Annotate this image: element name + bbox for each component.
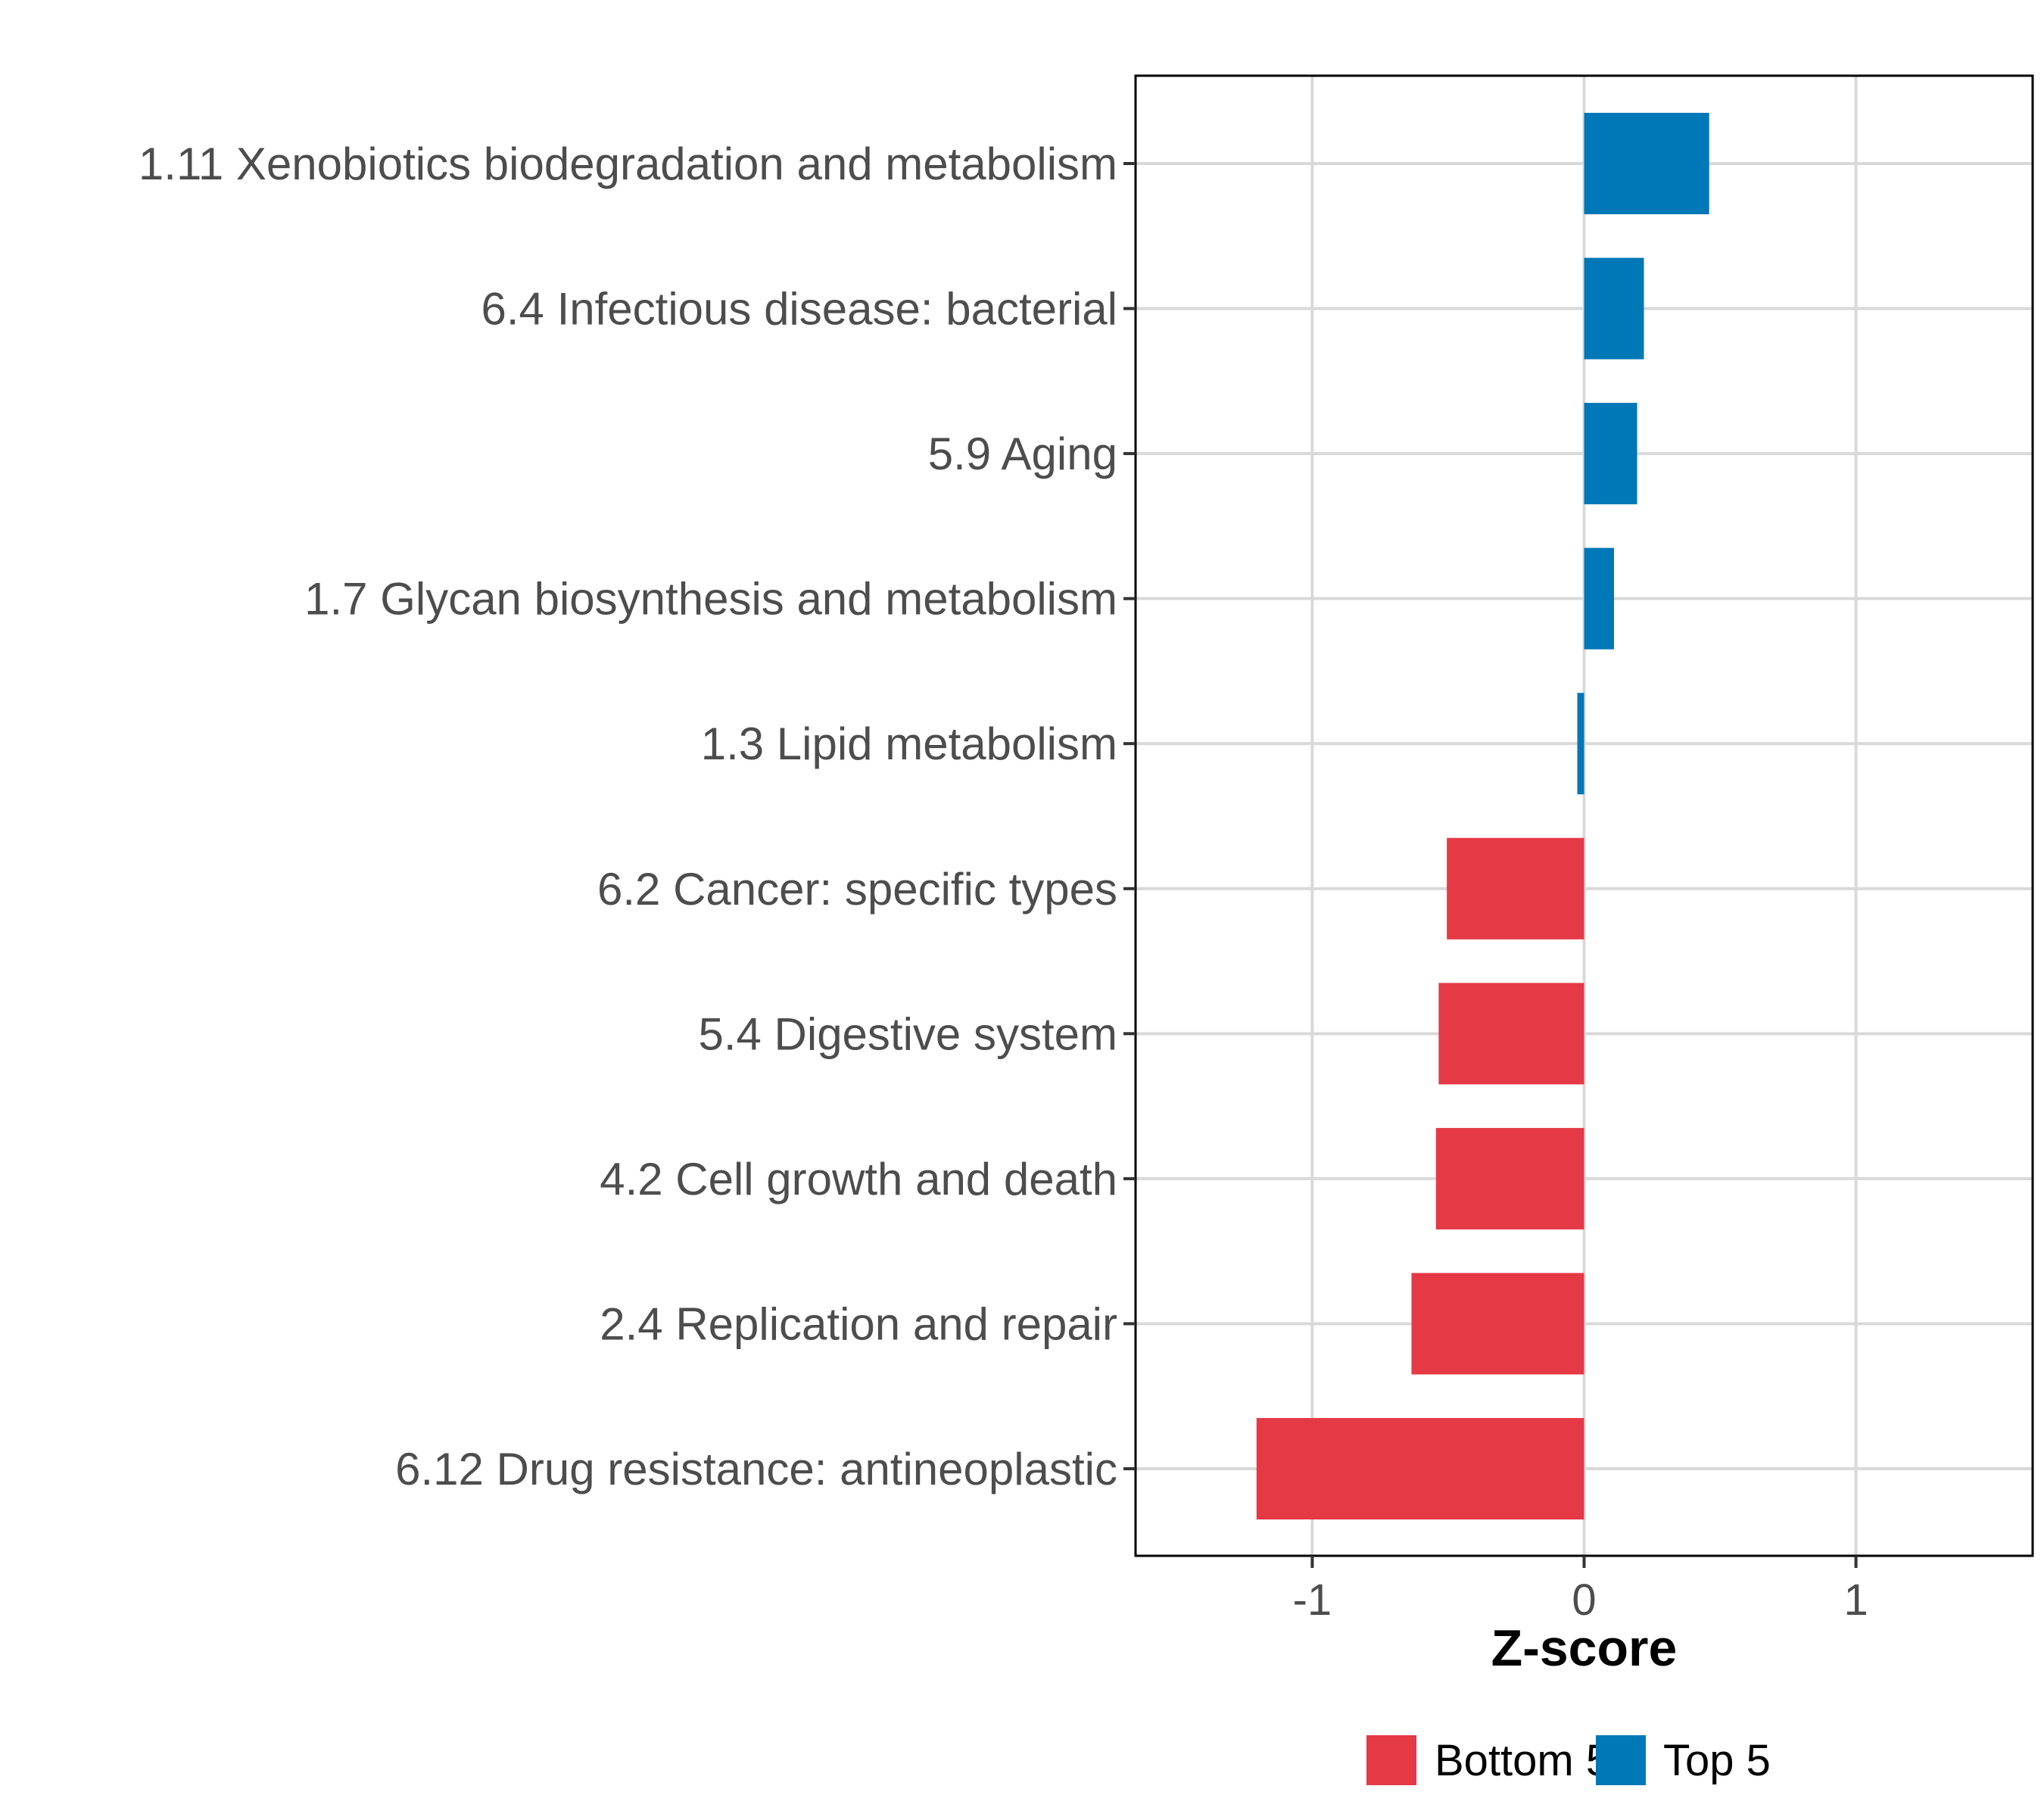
x-axis: -1 0 1 [1293, 1556, 1868, 1625]
y-category-label: 1.7 Glycan biosynthesis and metabolism [304, 574, 1117, 625]
x-tick-label: -1 [1293, 1575, 1332, 1625]
bar-5 [1577, 693, 1584, 795]
x-tick-label: 0 [1572, 1575, 1596, 1625]
y-category-label: 1.11 Xenobiotics biodegradation and meta… [139, 139, 1117, 189]
legend-swatch-1 [1366, 1735, 1416, 1785]
bars [1256, 113, 1709, 1519]
y-category-label: 5.4 Digestive system [698, 1008, 1117, 1059]
bar-9 [1411, 1273, 1584, 1375]
legend-label-1: Bottom 5 [1435, 1736, 1610, 1785]
y-category-label: 4.2 Cell growth and death [600, 1154, 1117, 1205]
bar-2 [1584, 257, 1644, 360]
bar-6 [1447, 837, 1584, 940]
bar-4 [1584, 547, 1614, 650]
legend-swatch-2 [1596, 1735, 1646, 1785]
bar-7 [1438, 983, 1584, 1085]
y-category-label: 6.2 Cancer: specific types [597, 864, 1117, 915]
y-category-label: 1.3 Lipid metabolism [701, 718, 1117, 769]
y-axis: 1.11 Xenobiotics biodegradation and meta… [139, 139, 1136, 1494]
x-tick-label: 1 [1843, 1575, 1868, 1625]
bar-3 [1584, 403, 1637, 505]
bar-1 [1584, 113, 1709, 214]
legend-label-2: Top 5 [1663, 1736, 1771, 1785]
bar-8 [1435, 1127, 1584, 1230]
y-category-label: 6.4 Infectious disease: bacterial [481, 284, 1118, 335]
y-category-label: 2.4 Replication and repair [600, 1298, 1117, 1349]
x-axis-title: Z-score [1491, 1619, 1678, 1677]
bar-10 [1256, 1418, 1584, 1519]
y-category-label: 6.12 Drug resistance: antineoplastic [395, 1444, 1117, 1494]
y-category-label: 5.9 Aging [928, 429, 1117, 479]
legend: Bottom 5 Top 5 [1366, 1735, 1771, 1785]
